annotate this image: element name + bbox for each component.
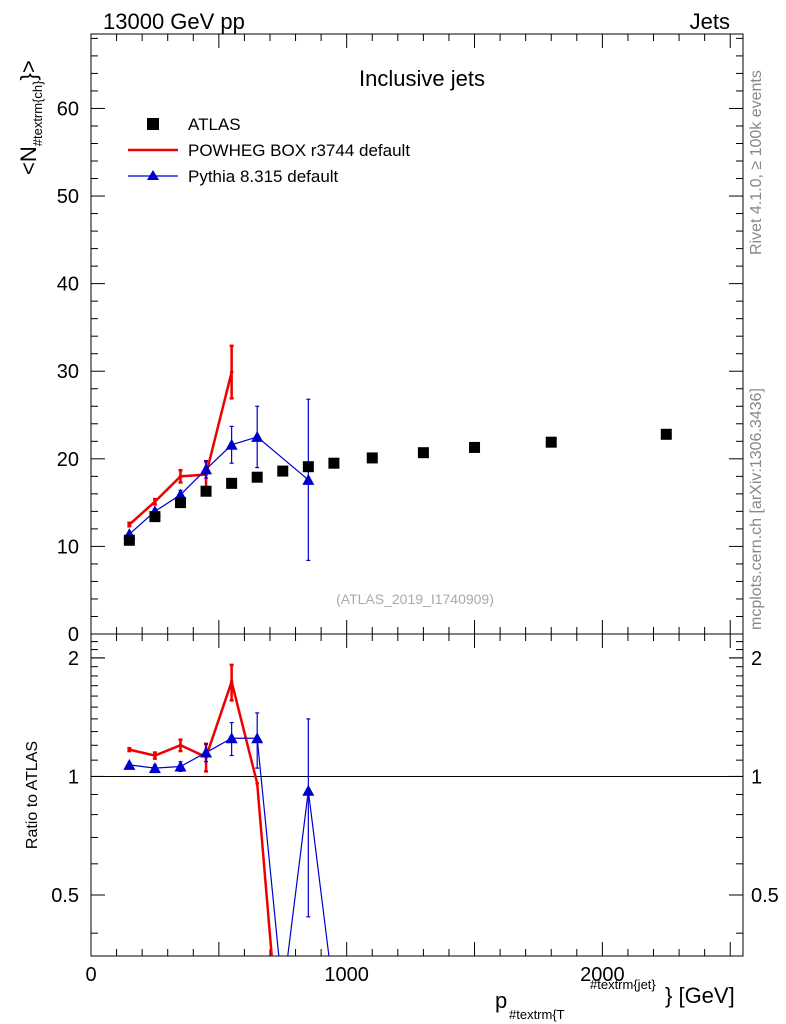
y-tick-label: 40 bbox=[57, 274, 79, 296]
atlas-point bbox=[277, 465, 289, 477]
atlas-point bbox=[328, 457, 340, 469]
mcplots-label: mcplots.cern.ch [arXiv:1306.3436] bbox=[748, 388, 765, 630]
atlas-point bbox=[417, 447, 429, 459]
ratio-axis-ticks: 0 1000 2000 0.5 0.5 1 1 2 2 bbox=[51, 634, 779, 986]
ratio-y-tick-label-right: 0.5 bbox=[751, 885, 779, 907]
main-axis-ticks: 0 10 20 30 40 50 60 bbox=[57, 34, 743, 646]
ratio-pythia-point bbox=[200, 746, 213, 758]
atlas-point bbox=[251, 471, 263, 483]
svg-text:<N#textrm{ch}}>: <N#textrm{ch}}> bbox=[16, 60, 45, 175]
pythia-point bbox=[174, 488, 187, 500]
header-right: Jets bbox=[690, 9, 730, 34]
ratio-pythia-point bbox=[174, 760, 187, 772]
powheg-point bbox=[178, 474, 183, 479]
chart-title: Inclusive jets bbox=[359, 66, 485, 91]
y-tick-label: 30 bbox=[57, 361, 79, 383]
atlas-point bbox=[174, 497, 186, 509]
legend-pythia-marker bbox=[147, 170, 159, 180]
x-tick-label: 2000 bbox=[580, 964, 625, 986]
pythia-point bbox=[200, 463, 213, 475]
powheg-point bbox=[229, 370, 234, 374]
ratio-panel: 0 1000 2000 0.5 0.5 1 1 2 2 Ratio to ATLAS bbox=[24, 633, 779, 986]
atlas-point bbox=[149, 511, 161, 523]
rivet-label: Rivet 4.1.0, ≥ 100k events bbox=[748, 70, 765, 255]
y-axis-label: <N#textrm{ch}}> bbox=[16, 60, 45, 175]
header-left: 13000 GeV pp bbox=[103, 9, 245, 34]
legend-pythia-label: Pythia 8.315 default bbox=[188, 167, 339, 186]
ratio-y-tick-label: 1 bbox=[68, 766, 79, 788]
ratio-powheg-point bbox=[229, 679, 234, 684]
ratio-pythia-point bbox=[225, 732, 238, 744]
x-tick-label: 1000 bbox=[324, 964, 369, 986]
ratio-pythia-point bbox=[302, 784, 315, 796]
ratio-data-layer bbox=[123, 663, 330, 956]
y-axis-label-sub: #textrm{ch} bbox=[30, 80, 45, 146]
y-tick-label: 50 bbox=[57, 186, 79, 208]
x-axis-label-suffix: } [GeV] bbox=[665, 983, 735, 1008]
y-axis-label-suffix: }> bbox=[16, 60, 41, 80]
powheg-point bbox=[153, 499, 157, 504]
y-tick-label: 20 bbox=[57, 449, 79, 471]
ratio-y-tick-label: 0.5 bbox=[51, 885, 79, 907]
ratio-powheg-point bbox=[127, 747, 132, 752]
pythia-point bbox=[225, 438, 238, 450]
ratio-y-tick-label-right: 1 bbox=[751, 766, 762, 788]
ratio-pythia-point bbox=[251, 732, 264, 744]
ratio-powheg-point bbox=[153, 753, 157, 758]
atlas-point bbox=[469, 441, 481, 453]
atlas-point bbox=[366, 452, 378, 464]
y-tick-label: 10 bbox=[57, 536, 79, 558]
pythia-point bbox=[251, 430, 264, 442]
main-data-layer bbox=[123, 344, 672, 562]
atlas-point bbox=[200, 485, 212, 497]
ratio-powheg-point bbox=[178, 743, 183, 748]
atlas-point bbox=[545, 436, 557, 448]
y-axis-label-main: <N bbox=[16, 146, 41, 175]
ratio-pythia-point bbox=[148, 762, 161, 774]
ratio-powheg-point bbox=[255, 781, 259, 786]
x-axis-label: p #textrm{T #textrm{jet} } [GeV] bbox=[495, 977, 735, 1022]
ratio-frame bbox=[90, 633, 744, 957]
y-tick-label: 60 bbox=[57, 98, 79, 120]
y-tick-label: 0 bbox=[68, 624, 79, 646]
legend-atlas-marker bbox=[147, 118, 159, 130]
legend: ATLAS POWHEG BOX r3744 default Pythia 8.… bbox=[128, 115, 410, 186]
atlas-point bbox=[302, 461, 314, 473]
legend-atlas-label: ATLAS bbox=[188, 115, 241, 134]
x-axis-label-sub: #textrm{T bbox=[509, 1007, 565, 1022]
ratio-y-tick-label-right: 2 bbox=[751, 648, 762, 670]
atlas-point bbox=[123, 534, 135, 546]
ratio-y-axis-label: Ratio to ATLAS bbox=[24, 741, 41, 849]
x-axis-label-main: p bbox=[495, 988, 507, 1013]
analysis-watermark: (ATLAS_2019_I1740909) bbox=[336, 591, 494, 607]
main-panel: 0 10 20 30 40 50 60 Inclusive jets (ATLAS_2019… bbox=[16, 33, 744, 646]
x-tick-label: 0 bbox=[85, 964, 96, 986]
legend-powheg-label: POWHEG BOX r3744 default bbox=[188, 141, 410, 160]
x-axis-label-sup: #textrm{jet} bbox=[590, 977, 656, 992]
atlas-point bbox=[660, 428, 672, 440]
pythia-point bbox=[302, 473, 315, 485]
ratio-powheg-line bbox=[129, 677, 273, 956]
atlas-point bbox=[226, 477, 238, 489]
powheg-point bbox=[127, 522, 132, 527]
ratio-y-tick-label: 2 bbox=[68, 648, 79, 670]
ratio-pythia-point bbox=[123, 758, 136, 770]
